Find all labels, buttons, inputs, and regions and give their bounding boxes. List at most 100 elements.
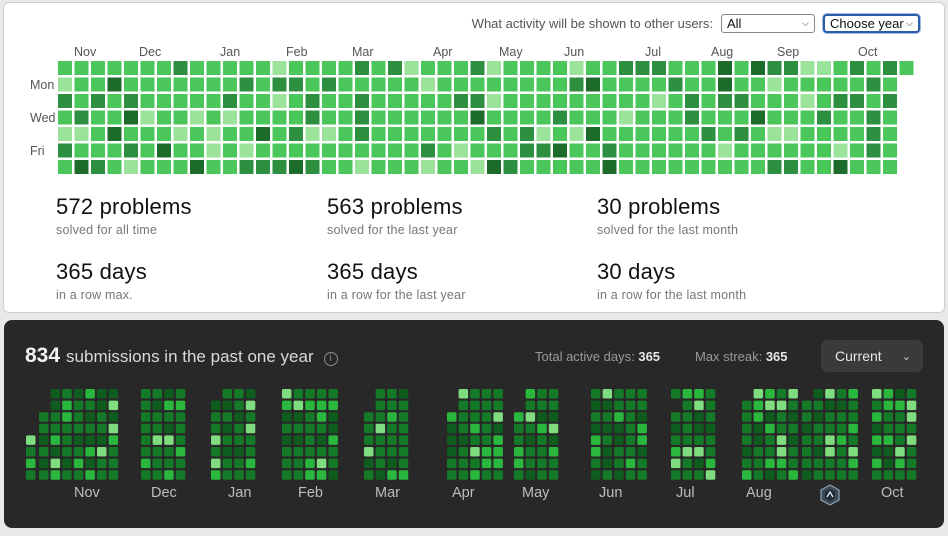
day-cell[interactable] xyxy=(776,435,787,445)
day-cell[interactable] xyxy=(751,127,765,141)
day-cell[interactable] xyxy=(107,160,122,174)
day-cell[interactable] xyxy=(50,470,61,480)
day-cell[interactable] xyxy=(157,61,171,75)
day-cell[interactable] xyxy=(316,389,327,399)
day-cell[interactable] xyxy=(635,127,650,141)
day-cell[interactable] xyxy=(305,423,315,434)
day-cell[interactable] xyxy=(316,470,327,480)
day-cell[interactable] xyxy=(234,470,244,480)
day-cell[interactable] xyxy=(173,77,188,92)
day-cell[interactable] xyxy=(58,110,72,125)
day-cell[interactable] xyxy=(635,77,650,92)
day-cell[interactable] xyxy=(784,61,798,75)
day-cell[interactable] xyxy=(906,400,917,411)
day-cell[interactable] xyxy=(767,94,782,108)
day-cell[interactable] xyxy=(906,423,917,434)
day-cell[interactable] xyxy=(625,412,636,422)
day-cell[interactable] xyxy=(272,94,287,108)
day-cell[interactable] xyxy=(355,110,369,125)
day-cell[interactable] xyxy=(26,470,36,480)
day-cell[interactable] xyxy=(211,447,221,457)
day-cell[interactable] xyxy=(108,400,119,411)
day-cell[interactable] xyxy=(569,110,584,125)
day-cell[interactable] xyxy=(548,447,559,457)
day-cell[interactable] xyxy=(108,412,119,422)
day-cell[interactable] xyxy=(767,160,782,174)
day-cell[interactable] xyxy=(548,400,559,411)
day-cell[interactable] xyxy=(765,412,775,422)
day-cell[interactable] xyxy=(85,458,95,469)
day-cell[interactable] xyxy=(175,423,186,434)
day-cell[interactable] xyxy=(387,470,397,480)
day-cell[interactable] xyxy=(591,412,601,422)
day-cell[interactable] xyxy=(437,94,452,108)
day-cell[interactable] xyxy=(883,61,897,75)
day-cell[interactable] xyxy=(282,470,292,480)
day-cell[interactable] xyxy=(848,400,858,411)
day-cell[interactable] xyxy=(175,470,186,480)
day-cell[interactable] xyxy=(222,412,233,422)
day-cell[interactable] xyxy=(173,127,188,141)
day-cell[interactable] xyxy=(437,127,452,141)
day-cell[interactable] xyxy=(784,127,798,141)
day-cell[interactable] xyxy=(375,447,386,457)
day-cell[interactable] xyxy=(619,127,633,141)
day-cell[interactable] xyxy=(222,447,233,457)
day-cell[interactable] xyxy=(586,110,600,125)
day-cell[interactable] xyxy=(164,389,174,399)
day-cell[interactable] xyxy=(817,77,831,92)
day-cell[interactable] xyxy=(152,470,163,480)
day-cell[interactable] xyxy=(619,160,633,174)
day-cell[interactable] xyxy=(157,77,171,92)
day-cell[interactable] xyxy=(97,389,107,399)
day-cell[interactable] xyxy=(493,412,503,422)
day-cell[interactable] xyxy=(305,110,320,125)
day-cell[interactable] xyxy=(685,143,699,158)
day-cell[interactable] xyxy=(751,77,765,92)
day-cell[interactable] xyxy=(802,458,812,469)
day-cell[interactable] xyxy=(39,412,49,422)
day-cell[interactable] xyxy=(520,110,534,125)
day-cell[interactable] xyxy=(458,470,469,480)
day-cell[interactable] xyxy=(705,423,716,434)
day-cell[interactable] xyxy=(152,458,163,469)
day-cell[interactable] xyxy=(164,423,174,434)
day-cell[interactable] xyxy=(753,435,764,445)
day-cell[interactable] xyxy=(765,458,775,469)
day-cell[interactable] xyxy=(85,389,95,399)
day-cell[interactable] xyxy=(833,160,848,174)
day-cell[interactable] xyxy=(222,470,233,480)
day-cell[interactable] xyxy=(256,94,270,108)
day-cell[interactable] xyxy=(906,389,917,399)
day-cell[interactable] xyxy=(289,160,303,174)
day-cell[interactable] xyxy=(387,400,397,411)
day-cell[interactable] xyxy=(470,94,485,108)
day-cell[interactable] xyxy=(375,435,386,445)
day-cell[interactable] xyxy=(718,77,732,92)
day-cell[interactable] xyxy=(364,447,374,457)
day-cell[interactable] xyxy=(718,160,732,174)
day-cell[interactable] xyxy=(73,470,84,480)
day-cell[interactable] xyxy=(788,412,798,422)
day-cell[interactable] xyxy=(685,127,699,141)
day-cell[interactable] xyxy=(322,160,336,174)
day-cell[interactable] xyxy=(58,143,72,158)
day-cell[interactable] xyxy=(850,160,864,174)
day-cell[interactable] xyxy=(39,435,49,445)
day-cell[interactable] xyxy=(813,470,824,480)
day-cell[interactable] xyxy=(305,400,315,411)
day-cell[interactable] xyxy=(668,110,683,125)
day-cell[interactable] xyxy=(848,458,858,469)
day-cell[interactable] xyxy=(694,423,704,434)
day-cell[interactable] xyxy=(802,400,812,411)
day-cell[interactable] xyxy=(164,400,174,411)
day-cell[interactable] xyxy=(825,423,835,434)
day-cell[interactable] xyxy=(671,435,681,445)
day-cell[interactable] xyxy=(50,400,61,411)
day-cell[interactable] xyxy=(602,458,613,469)
day-cell[interactable] xyxy=(470,458,480,469)
day-cell[interactable] xyxy=(141,458,151,469)
day-cell[interactable] xyxy=(50,447,61,457)
day-cell[interactable] xyxy=(671,389,681,399)
day-cell[interactable] xyxy=(447,435,457,445)
